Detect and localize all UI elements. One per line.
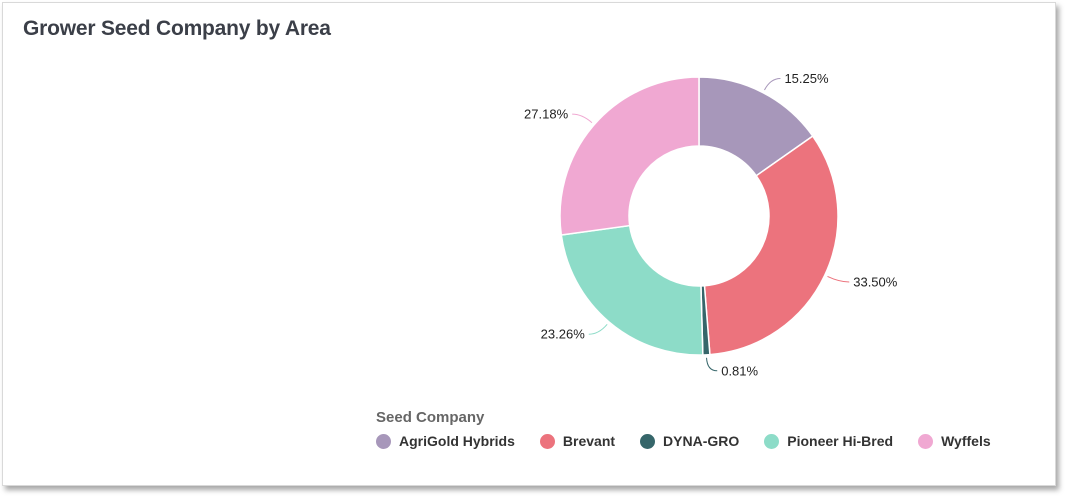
data-label-wyffels: 27.18% xyxy=(524,107,569,122)
legend-swatch-icon xyxy=(539,433,555,449)
data-label-brevant: 33.50% xyxy=(853,274,898,289)
donut-slice-pioneer-hi-bred[interactable] xyxy=(560,224,704,356)
chart-card: Grower Seed Company by Area xyxy=(2,2,1056,486)
legend-swatch-icon xyxy=(376,433,391,449)
legend-label: Brevant xyxy=(562,433,616,449)
data-label-pioneer-hi-bred: 23.26% xyxy=(541,327,586,342)
legend-item-wyffels[interactable]: Wyffels xyxy=(918,433,991,449)
legend-label: AgriGold Hybrids xyxy=(399,433,515,449)
leader-line-wyffels xyxy=(572,113,593,124)
legend-swatch-icon xyxy=(764,433,780,449)
legend-label: Wyffels xyxy=(941,433,991,449)
legend: AgriGold Hybrids Brevant DYNA-GRO Pionee… xyxy=(376,433,991,449)
donut-slice-wyffels[interactable] xyxy=(559,76,700,236)
leader-line-agrigold-hybrids xyxy=(764,77,781,91)
legend-title: Seed Company xyxy=(376,409,485,426)
legend-label: Pioneer Hi-Bred xyxy=(787,433,894,449)
leader-line-pioneer-hi-bred xyxy=(588,324,608,335)
legend-item-brevant[interactable]: Brevant xyxy=(539,433,616,449)
legend-item-dyna-gro[interactable]: DYNA-GRO xyxy=(640,433,739,449)
leader-line-brevant xyxy=(827,276,850,283)
data-label-dyna-gro: 0.81% xyxy=(721,363,758,378)
legend-item-agrigold-hybrids[interactable]: AgriGold Hybrids xyxy=(376,433,515,449)
legend-swatch-icon xyxy=(918,433,934,449)
legend-swatch-icon xyxy=(640,433,656,449)
legend-label: DYNA-GRO xyxy=(663,433,740,449)
chart-title: Grower Seed Company by Area xyxy=(23,17,331,40)
data-label-agrigold-hybrids: 15.25% xyxy=(784,71,829,86)
donut-slice-brevant[interactable] xyxy=(703,135,839,356)
legend-item-pioneer-hi-bred[interactable]: Pioneer Hi-Bred xyxy=(764,433,893,449)
leader-line-dyna-gro xyxy=(706,357,718,372)
